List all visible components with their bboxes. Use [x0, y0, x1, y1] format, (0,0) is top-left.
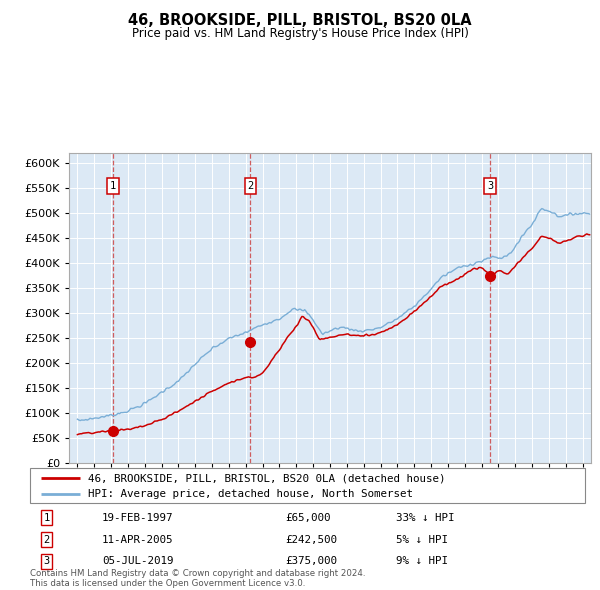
- FancyBboxPatch shape: [30, 468, 585, 503]
- Text: Price paid vs. HM Land Registry's House Price Index (HPI): Price paid vs. HM Land Registry's House …: [131, 27, 469, 40]
- Text: 11-APR-2005: 11-APR-2005: [102, 535, 173, 545]
- Text: 3: 3: [487, 181, 493, 191]
- Text: £242,500: £242,500: [286, 535, 337, 545]
- Text: 05-JUL-2019: 05-JUL-2019: [102, 556, 173, 566]
- Text: 2: 2: [44, 535, 50, 545]
- Text: 5% ↓ HPI: 5% ↓ HPI: [397, 535, 448, 545]
- Text: Contains HM Land Registry data © Crown copyright and database right 2024.
This d: Contains HM Land Registry data © Crown c…: [30, 569, 365, 588]
- Text: 46, BROOKSIDE, PILL, BRISTOL, BS20 0LA (detached house): 46, BROOKSIDE, PILL, BRISTOL, BS20 0LA (…: [88, 473, 446, 483]
- Text: 1: 1: [44, 513, 50, 523]
- Text: £375,000: £375,000: [286, 556, 337, 566]
- Text: 19-FEB-1997: 19-FEB-1997: [102, 513, 173, 523]
- Text: £65,000: £65,000: [286, 513, 331, 523]
- Text: 3: 3: [44, 556, 50, 566]
- Text: HPI: Average price, detached house, North Somerset: HPI: Average price, detached house, Nort…: [88, 490, 413, 500]
- Text: 46, BROOKSIDE, PILL, BRISTOL, BS20 0LA: 46, BROOKSIDE, PILL, BRISTOL, BS20 0LA: [128, 13, 472, 28]
- Text: 33% ↓ HPI: 33% ↓ HPI: [397, 513, 455, 523]
- Text: 1: 1: [110, 181, 116, 191]
- Text: 2: 2: [247, 181, 253, 191]
- Text: 9% ↓ HPI: 9% ↓ HPI: [397, 556, 448, 566]
